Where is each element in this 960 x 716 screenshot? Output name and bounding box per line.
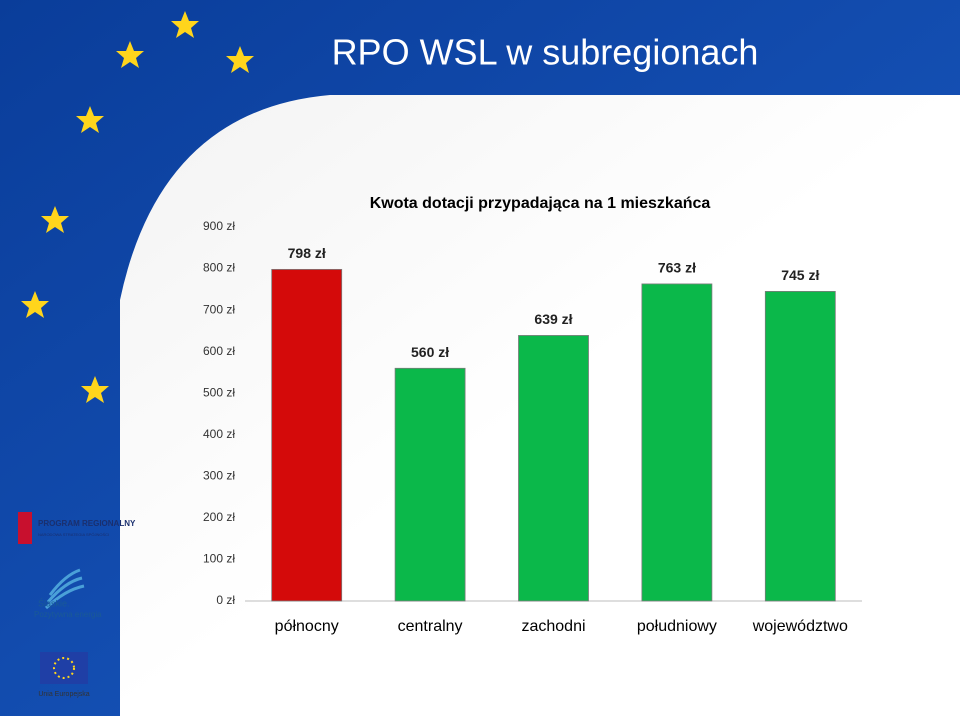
logo-text: PROGRAM REGIONALNY: [38, 519, 136, 528]
logo-eu: Unia Europejska: [38, 652, 90, 698]
x-tick-label: północny: [275, 618, 339, 635]
value-label: 763 zł: [658, 260, 696, 276]
logo-slaskie: Śląskie. Pozytywna energia: [34, 568, 102, 619]
y-tick-label: 900 zł: [203, 219, 235, 233]
logo-text: NARODOWA STRATEGIA SPÓJNOŚCI: [38, 532, 109, 537]
value-label: 798 zł: [288, 245, 326, 261]
y-tick-label: 700 zł: [203, 302, 235, 316]
bar: [764, 291, 836, 602]
bar: [271, 268, 343, 602]
y-tick-label: 0 zł: [216, 593, 235, 607]
x-tick-label: południowy: [637, 618, 717, 635]
chart-title: Kwota dotacji przypadająca na 1 mieszkań…: [370, 195, 711, 212]
y-tick-label: 800 zł: [203, 261, 235, 275]
x-tick-label: województwo: [752, 618, 848, 635]
bar: [518, 335, 589, 602]
bar: [641, 283, 713, 602]
y-tick-label: 200 zł: [203, 510, 235, 524]
x-tick-label: centralny: [398, 618, 463, 635]
logo-text: Pozytywna energia: [34, 610, 102, 619]
value-label: 639 zł: [534, 311, 572, 327]
slide-title: RPO WSL w subregionach: [332, 32, 759, 73]
logo-program: PROGRAM REGIONALNY NARODOWA STRATEGIA SP…: [18, 512, 136, 544]
logo-text: Śląskie.: [38, 597, 70, 608]
value-label: 560 zł: [411, 344, 449, 360]
value-label: 745 zł: [781, 267, 819, 283]
y-tick-label: 600 zł: [203, 344, 235, 358]
bar: [394, 367, 466, 602]
y-tick-label: 500 zł: [203, 385, 235, 399]
x-tick-label: zachodni: [521, 618, 585, 635]
y-tick-label: 400 zł: [203, 427, 235, 441]
y-tick-label: 300 zł: [203, 469, 235, 483]
y-tick-label: 100 zł: [203, 552, 235, 566]
logo-text: Unia Europejska: [38, 691, 89, 698]
